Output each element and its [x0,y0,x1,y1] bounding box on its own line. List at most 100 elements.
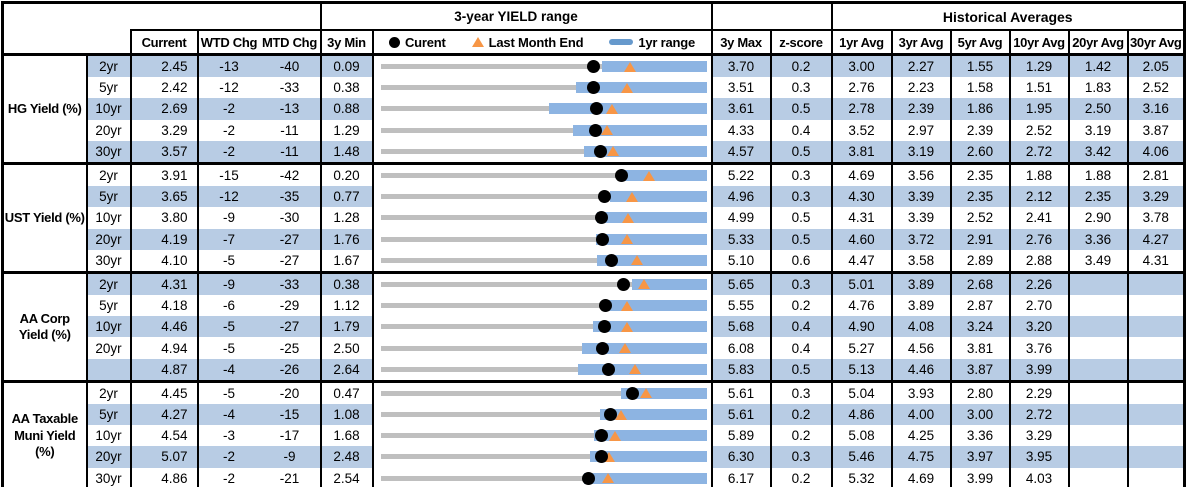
cell-z-score: 0.3 [769,379,833,404]
last-month-end-triangle [620,321,633,332]
last-month-end-triangle [620,300,633,311]
cell-avg-1yr: 4.76 [830,295,893,317]
last-month-end-triangle [631,255,644,266]
cell-wtd-chg: -6 [196,295,260,317]
current-dot-marker [595,450,609,464]
one-year-range-bar [619,170,707,182]
current-dot-marker [588,123,602,137]
cell-avg-30yr: 4.27 [1126,228,1186,250]
cell-tenor: 5yr [85,77,132,99]
current-dot-marker [595,429,609,443]
cell-wtd-chg: -2 [196,446,260,468]
col-header-3y-max: 3y Max [710,29,772,56]
cell-avg-30yr: 2.52 [1126,77,1186,99]
three-year-range-bar [380,148,707,154]
table-row: 20yr 3.29 -2 -11 1.29 4.33 0.4 3.52 2.97 2.39 2.52… [3,119,1186,141]
one-year-range-bar [583,472,707,484]
cell-mtd-chg: -9 [259,446,322,468]
cell-avg-20yr: 3.36 [1067,228,1129,250]
cell-3y-min: 0.38 [319,270,374,296]
cell-tenor: 2yr [85,270,132,296]
col-header-z-score: z-score [769,29,833,56]
three-year-range-bar [380,366,707,372]
current-dot-icon [388,36,400,48]
cell-avg-3yr: 2.39 [890,98,952,120]
cell-avg-5yr: 3.36 [949,425,1011,447]
cell-mtd-chg: -40 [259,53,322,78]
cell-wtd-chg: -2 [196,119,260,141]
cell-avg-1yr: 3.81 [830,140,893,164]
cell-tenor: 20yr [85,228,132,250]
range-chart [371,77,713,99]
three-year-range-bar [380,127,707,133]
one-year-range-bar [590,451,707,463]
chart-box-title: 3-year YIELD range [319,1,713,31]
cell-mtd-chg: -15 [259,404,322,426]
cell-tenor: 5yr [85,186,132,208]
cell-avg-5yr: 2.87 [949,295,1011,317]
cell-wtd-chg: -2 [196,140,260,164]
cell-avg-1yr: 4.31 [830,207,893,229]
cell-tenor: 5yr [85,295,132,317]
one-year-range-bar [632,278,707,290]
range-chart [371,358,713,382]
cell-avg-3yr: 3.39 [890,207,952,229]
col-header-1yr-avg: 1yr Avg [830,29,893,56]
cell-3y-min: 2.48 [319,446,374,468]
three-year-range-bar [380,324,707,330]
cell-mtd-chg: -27 [259,228,322,250]
cell-wtd-chg: -3 [196,425,260,447]
cell-avg-30yr: 3.16 [1126,98,1186,120]
cell-avg-10yr: 2.12 [1008,186,1070,208]
three-year-range-bar [380,475,707,481]
cell-current: 4.10 [129,249,199,273]
cell-avg-3yr: 3.89 [890,295,952,317]
table-row: HG Yield (%) 2yr 2.45 -13 -40 0.09 3.70 0.2 3.00… [1,53,1186,165]
cell-avg-3yr: 3.89 [890,270,952,296]
three-year-range-bar [380,433,707,439]
last-month-end-triangle [623,61,636,72]
cell-avg-10yr: 3.29 [1008,425,1070,447]
legend-1yr-range-label: 1yr range [638,34,696,50]
one-year-range-bar [610,191,707,203]
cell-avg-3yr: 4.46 [890,358,952,382]
range-chart [371,379,713,404]
cell-mtd-chg: -27 [259,249,322,273]
cell-3y-max: 5.83 [710,358,772,382]
range-bar-icon [609,39,634,45]
chart-legend-cell: Curent Last Month End 1yr range [371,29,713,56]
cell-avg-5yr: 3.87 [949,358,1011,382]
one-year-range-bar [584,145,707,157]
cell-avg-1yr: 5.27 [830,337,893,359]
cell-3y-max: 3.61 [710,98,772,120]
cell-current: 5.07 [129,446,199,468]
cell-wtd-chg: -2 [196,98,260,120]
cell-avg-3yr: 3.19 [890,140,952,164]
range-chart [371,140,713,164]
range-chart [371,119,713,141]
one-year-range-bar [548,103,707,115]
range-chart [371,249,713,273]
current-dot-marker [614,169,628,183]
cell-wtd-chg: -15 [196,161,260,187]
cell-avg-5yr: 3.99 [949,467,1011,487]
cell-avg-10yr: 3.76 [1008,337,1070,359]
cell-current: 4.46 [129,316,199,338]
cell-3y-min: 1.79 [319,316,374,338]
cell-avg-1yr: 4.86 [830,404,893,426]
cell-avg-20yr [1067,379,1129,404]
cell-avg-5yr: 2.91 [949,228,1011,250]
cell-avg-30yr: 4.06 [1126,140,1186,164]
group-label: HG Yield (%) [1,53,88,165]
last-month-end-triangle [622,212,635,223]
last-month-end-triangle [601,473,614,484]
current-dot-marker [596,232,609,246]
cell-avg-20yr [1067,270,1129,296]
cell-avg-30yr [1126,379,1186,404]
three-year-range-bar [380,64,707,70]
three-year-range-bar [380,454,707,460]
current-dot-marker [597,320,611,334]
one-year-range-bar [596,212,707,224]
last-month-end-triangle [620,234,633,245]
cell-mtd-chg: -29 [259,295,322,317]
